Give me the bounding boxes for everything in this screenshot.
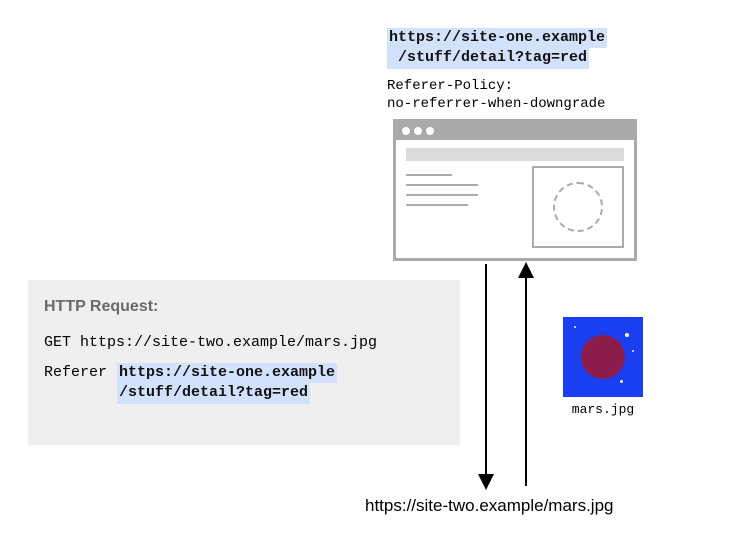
planet-icon	[581, 335, 625, 379]
window-dot	[402, 127, 410, 135]
star-icon	[574, 326, 576, 328]
origin-url-line1: https://site-one.example	[387, 28, 607, 48]
browser-window	[393, 119, 637, 261]
origin-url-line2: /stuff/detail?tag=red	[387, 48, 589, 68]
flow-arrows	[0, 0, 744, 544]
http-referer-key: Referer	[44, 363, 117, 381]
origin-url: https://site-one.example /stuff/detail?t…	[387, 28, 607, 69]
http-request-get-line: GET https://site-two.example/mars.jpg	[44, 334, 444, 351]
star-icon	[632, 350, 634, 352]
http-referer-line2: /stuff/detail?tag=red	[117, 383, 310, 403]
http-referer-line1: https://site-one.example	[117, 363, 337, 383]
http-referer-value: https://site-one.example /stuff/detail?t…	[117, 363, 337, 404]
star-icon	[625, 333, 629, 337]
star-icon	[620, 380, 623, 383]
referer-policy-label: Referer-Policy: no-referrer-when-downgra…	[387, 78, 605, 113]
browser-content	[406, 166, 624, 248]
window-dot	[426, 127, 434, 135]
loading-circle-icon	[553, 182, 603, 232]
window-dot	[414, 127, 422, 135]
referer-policy-value: no-referrer-when-downgrade	[387, 96, 605, 112]
target-url: https://site-two.example/mars.jpg	[365, 496, 613, 516]
http-referer-block: Referer https://site-one.example /stuff/…	[44, 363, 444, 404]
image-placeholder	[532, 166, 624, 248]
browser-titlebar	[396, 122, 634, 140]
browser-urlbar	[406, 148, 624, 161]
http-request-heading: HTTP Request:	[44, 298, 444, 316]
text-lines-icon	[406, 174, 478, 214]
mars-thumbnail	[563, 317, 643, 397]
http-request-panel: HTTP Request: GET https://site-two.examp…	[28, 280, 460, 445]
mars-filename: mars.jpg	[563, 402, 643, 417]
referer-policy-key: Referer-Policy:	[387, 78, 513, 94]
